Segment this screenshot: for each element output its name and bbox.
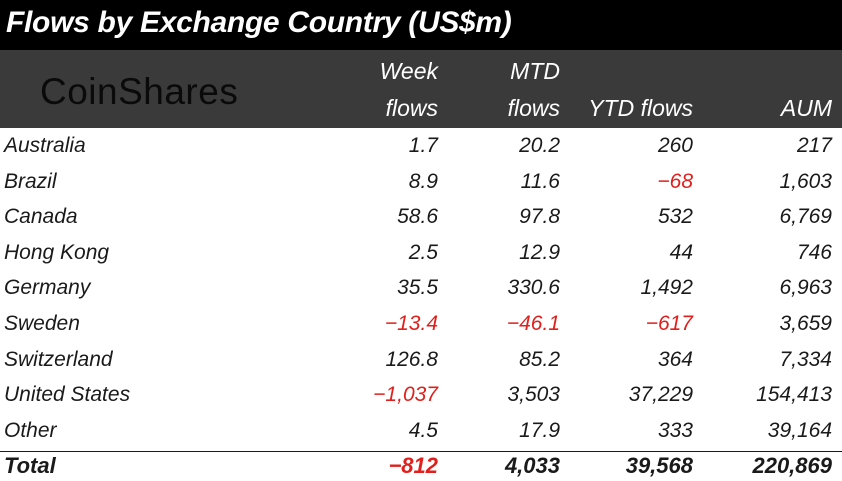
table-cell-value: −68 <box>657 169 693 193</box>
row-country-label: Brazil <box>4 169 57 193</box>
table-cell-value: 6,769 <box>779 205 832 229</box>
coinshares-logo: CoinShares <box>40 71 239 112</box>
table-cell-value: 1,603 <box>779 169 832 193</box>
row-country-label: United States <box>4 383 131 407</box>
table-cell-value: 746 <box>796 240 832 264</box>
table-cell-value: 1.7 <box>408 134 438 157</box>
column-header-line2: YTD flows <box>588 95 693 121</box>
table-cell-value: −1,037 <box>373 383 438 407</box>
column-header-line1: MTD <box>510 58 560 84</box>
title-bar: Flows by Exchange Country (US$m) <box>0 0 842 50</box>
table-cell-value: 330.6 <box>507 276 560 300</box>
table-cell-value: 20.2 <box>519 134 560 157</box>
table-cell-value: 4.5 <box>408 418 438 442</box>
table-cell-value: 12.9 <box>519 240 560 264</box>
table-cell-value: 17.9 <box>519 418 560 442</box>
table-cell-value: 2.5 <box>408 240 438 264</box>
column-header-line1: Week <box>379 58 438 84</box>
column-header-line2: flows <box>385 95 438 121</box>
total-cell-value: −812 <box>388 453 438 478</box>
table-cell-value: 3,659 <box>779 312 832 335</box>
table-cell-value: −617 <box>645 312 693 335</box>
table-cell-value: 37,229 <box>628 383 693 407</box>
table-cell-value: 58.6 <box>397 205 438 229</box>
table-cell-value: 35.5 <box>397 276 438 300</box>
total-cell-value: 4,033 <box>504 453 560 478</box>
table-cell-value: 333 <box>657 418 693 442</box>
table-cell-value: 3,503 <box>507 383 560 407</box>
total-cell-value: 39,568 <box>625 453 693 478</box>
table-cell-value: 532 <box>657 205 693 229</box>
row-country-label: Australia <box>4 134 86 157</box>
table-cell-value: 85.2 <box>519 347 560 371</box>
column-header-line2: AUM <box>780 95 832 121</box>
table-title: Flows by Exchange Country (US$m) <box>6 6 512 39</box>
row-country-label: Sweden <box>4 312 80 335</box>
table-cell-value: 44 <box>669 240 693 264</box>
table-cell-value: 97.8 <box>519 205 560 229</box>
table-cell-value: 7,334 <box>779 347 832 371</box>
total-divider <box>0 451 842 452</box>
row-country-label: Germany <box>4 276 91 300</box>
table-cell-value: 217 <box>796 134 832 157</box>
table-cell-value: 6,963 <box>779 276 832 300</box>
table-cell-value: 154,413 <box>756 383 832 407</box>
table-cell-value: 39,164 <box>767 418 832 442</box>
table-cell-value: −46.1 <box>506 312 560 335</box>
row-country-label: Hong Kong <box>4 240 110 264</box>
table-cell-value: 11.6 <box>520 169 560 193</box>
table-cell-value: 126.8 <box>385 347 438 371</box>
table-cell-value: 8.9 <box>408 169 438 193</box>
row-country-label: Switzerland <box>4 347 113 371</box>
column-header-line2: flows <box>507 95 560 121</box>
row-country-label: Other <box>4 418 57 442</box>
table-cell-value: 260 <box>657 134 693 157</box>
table-cell-value: 364 <box>657 347 693 371</box>
total-cell-value: 220,869 <box>752 453 832 478</box>
row-country-label: Canada <box>4 205 78 229</box>
table-header <box>0 50 842 128</box>
total-row-label: Total <box>4 453 56 478</box>
table-cell-value: 1,492 <box>640 276 693 300</box>
table-cell-value: −13.4 <box>384 312 438 335</box>
